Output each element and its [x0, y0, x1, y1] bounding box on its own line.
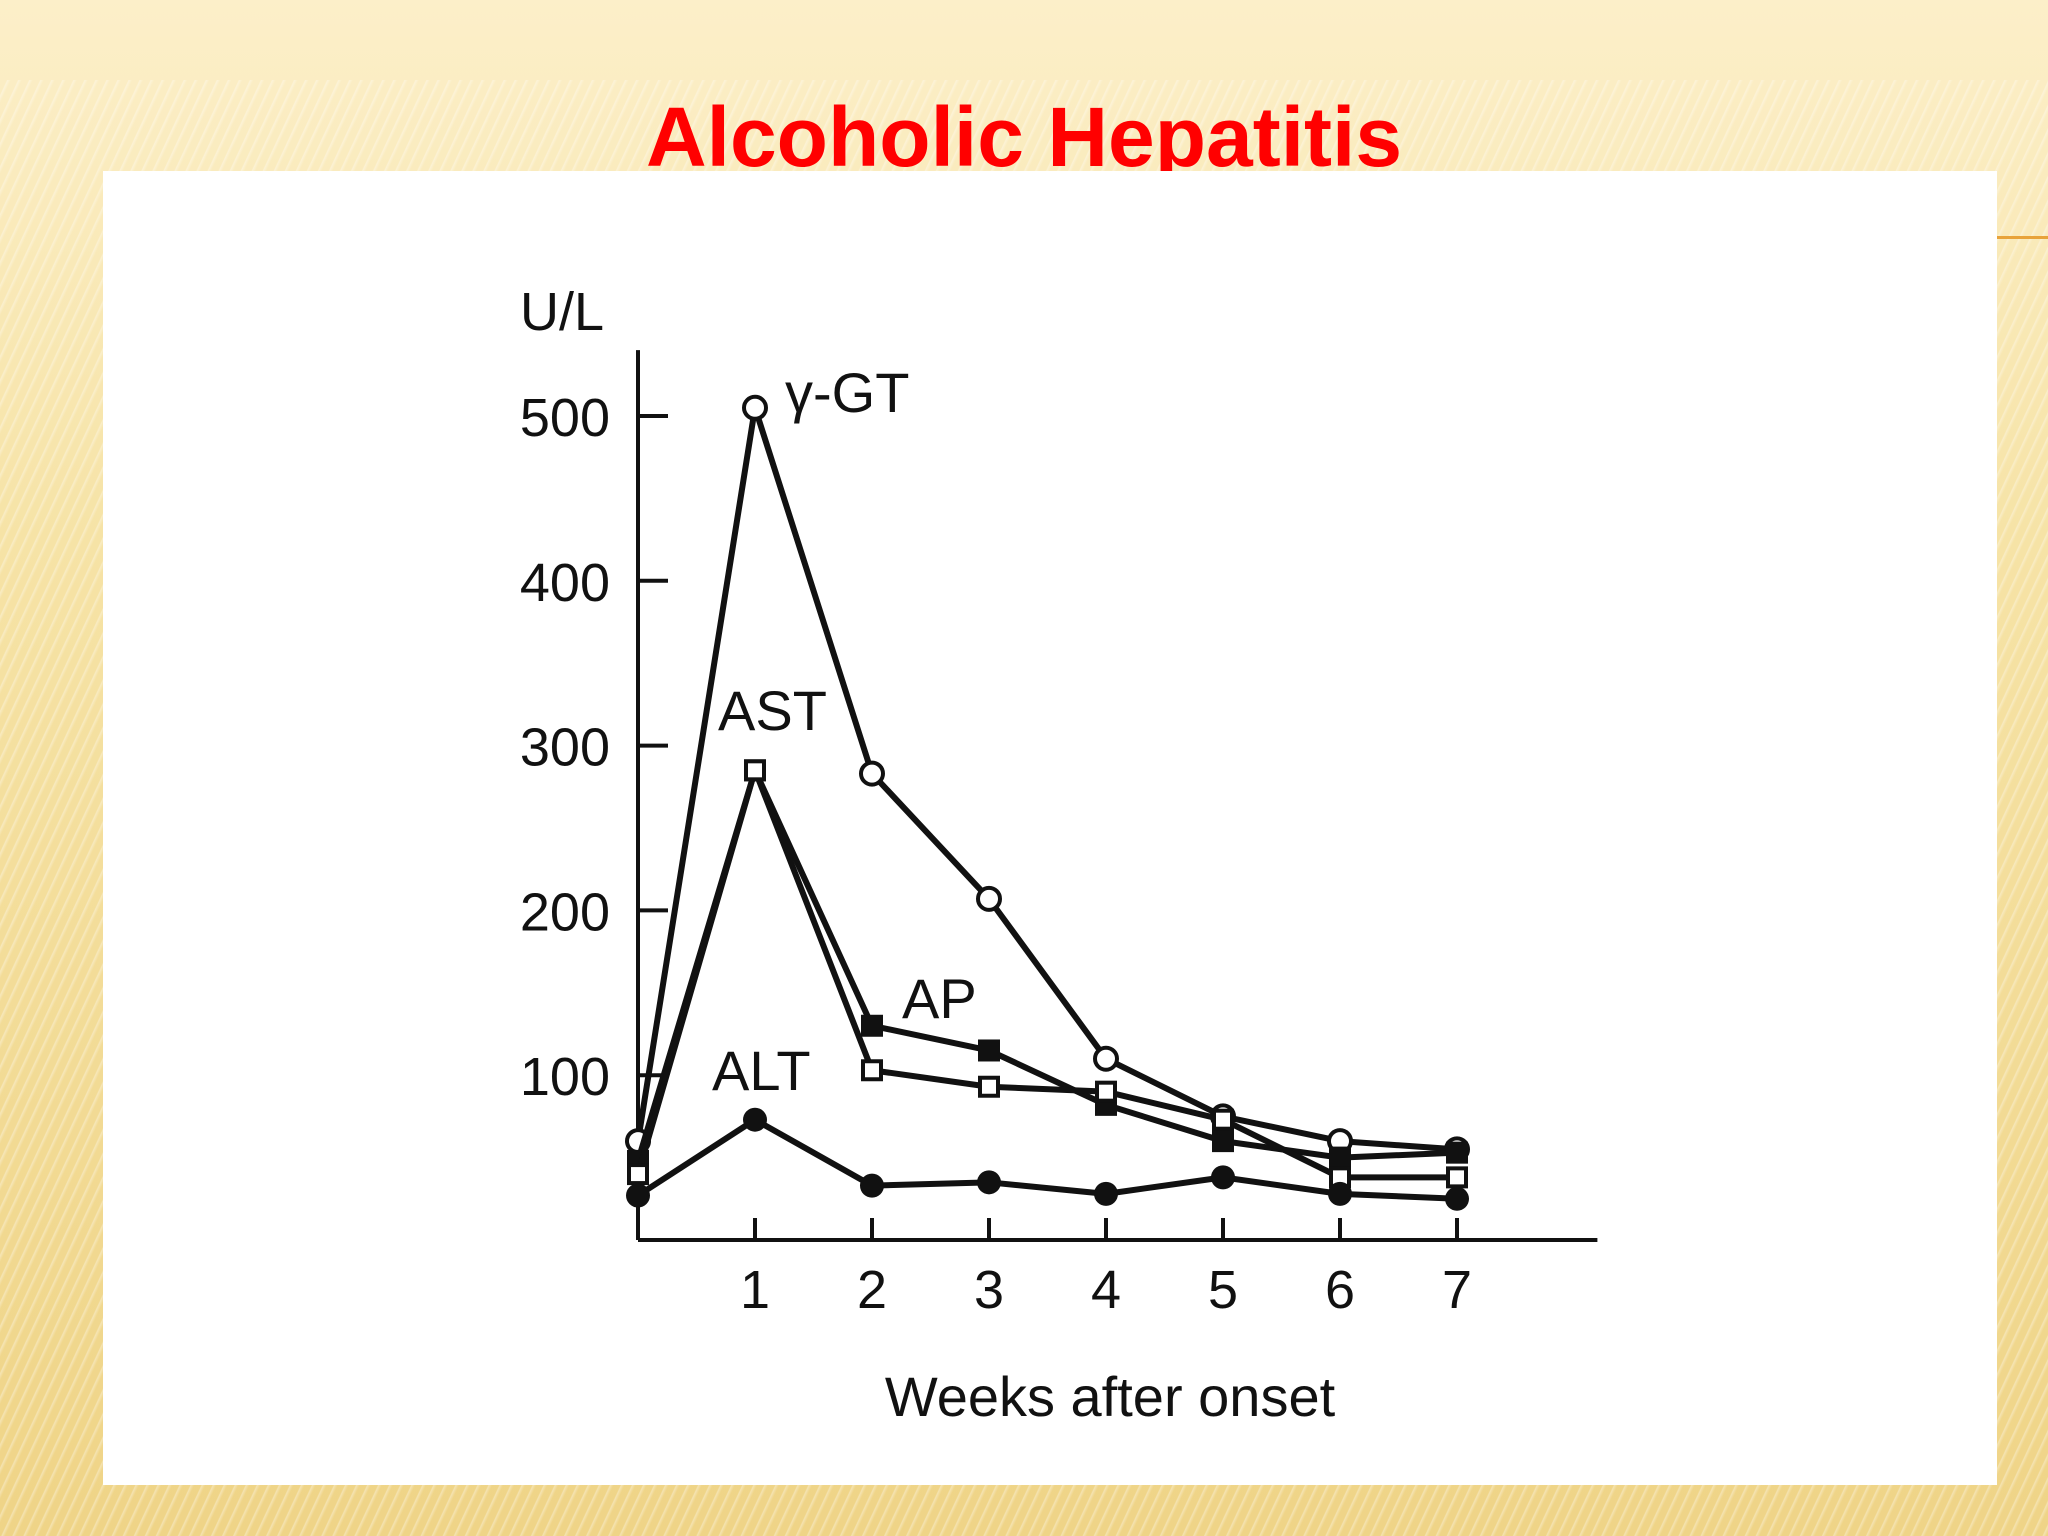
- data-point: [976, 885, 1002, 912]
- data-point: [1212, 1108, 1234, 1131]
- data-point: [1094, 1181, 1118, 1206]
- data-point: [1446, 1166, 1468, 1189]
- series-group: [625, 394, 1470, 1211]
- decorative-accent-line: [1997, 236, 2048, 239]
- x-axis-label: Weeks after onset: [885, 1365, 1336, 1428]
- data-point: [978, 1039, 1000, 1062]
- data-point: [861, 1014, 883, 1037]
- data-point: [1445, 1186, 1469, 1211]
- data-point: [860, 1173, 884, 1198]
- data-point: [859, 760, 885, 787]
- data-point: [743, 1107, 767, 1132]
- series-annotation: γ-GT: [785, 361, 909, 424]
- series-annotation: ALT: [712, 1039, 811, 1102]
- data-point: [1212, 1130, 1234, 1153]
- x-tick-label: 1: [740, 1260, 770, 1320]
- x-tick-label: 4: [1091, 1260, 1121, 1320]
- data-point: [1093, 1045, 1119, 1072]
- data-point: [1446, 1141, 1468, 1164]
- data-point: [1095, 1080, 1117, 1103]
- x-tick-label: 5: [1208, 1260, 1238, 1320]
- slide-title: Alcoholic Hepatitis: [645, 90, 1403, 184]
- y-tick-label: 100: [520, 1047, 610, 1107]
- y-tick-label: 300: [520, 718, 610, 778]
- data-point: [1211, 1165, 1235, 1190]
- x-tick-label: 6: [1325, 1260, 1355, 1320]
- labels-group: 100 200 300 400 500 1 2 3 4 5 6 7 U/L Weeks after ons…: [520, 282, 1472, 1428]
- y-axis-label: U/L: [520, 282, 604, 342]
- x-tick-label: 7: [1442, 1260, 1472, 1320]
- data-point: [744, 759, 766, 782]
- data-point: [978, 1075, 1000, 1098]
- series-line-1: [635, 767, 1458, 1162]
- data-point: [1328, 1181, 1352, 1206]
- data-point: [861, 1059, 883, 1082]
- y-tick-label: 400: [520, 553, 610, 613]
- x-tick-label: 2: [857, 1260, 887, 1320]
- series-annotation: AP: [902, 967, 977, 1030]
- y-tick-label: 200: [520, 882, 610, 942]
- chart-panel: [103, 171, 1997, 1485]
- x-tick-label: 3: [974, 1260, 1004, 1320]
- data-point: [742, 394, 768, 421]
- series-line-2: [635, 767, 1457, 1181]
- data-point: [1329, 1146, 1351, 1169]
- series-annotation: AST: [718, 679, 827, 742]
- data-point: [627, 1163, 649, 1186]
- series-line-0: [635, 404, 1458, 1153]
- data-point: [626, 1183, 650, 1208]
- data-point: [977, 1170, 1001, 1195]
- axes: [636, 350, 1598, 1242]
- series-line-3: [636, 1116, 1458, 1202]
- y-tick-label: 500: [520, 388, 610, 448]
